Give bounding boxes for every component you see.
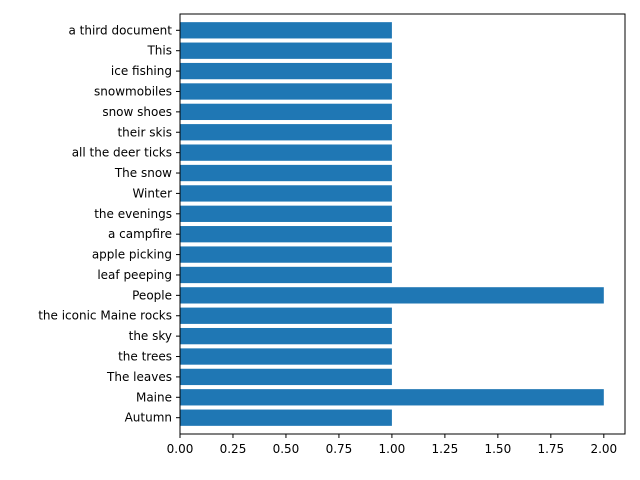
y-tick-label: The snow bbox=[114, 166, 172, 180]
bar bbox=[180, 144, 392, 161]
bar bbox=[180, 287, 604, 304]
bar bbox=[180, 22, 392, 39]
bars-group bbox=[180, 22, 604, 426]
y-tick-label: apple picking bbox=[92, 248, 172, 262]
bar bbox=[180, 124, 392, 141]
y-tick-label: a campfire bbox=[108, 227, 172, 241]
x-tick-label: 2.00 bbox=[590, 442, 617, 456]
x-tick-label: 1.00 bbox=[379, 442, 406, 456]
bar bbox=[180, 307, 392, 324]
y-axis-ticks: Autumn Maine The leaves the trees the sky the… bbox=[38, 23, 180, 425]
bar bbox=[180, 226, 392, 243]
y-tick-label: This bbox=[146, 44, 172, 58]
y-tick-label: a third document bbox=[68, 23, 172, 37]
y-tick-label: snowmobiles bbox=[94, 84, 172, 98]
y-tick-label: Maine bbox=[136, 390, 172, 404]
y-tick-label: People bbox=[132, 288, 172, 302]
y-tick-label: the sky bbox=[129, 329, 172, 343]
bar bbox=[180, 409, 392, 426]
y-tick-label: the trees bbox=[118, 350, 172, 364]
y-tick-label: Autumn bbox=[125, 411, 172, 425]
bar bbox=[180, 266, 392, 284]
x-tick-label: 0.25 bbox=[220, 442, 247, 456]
y-tick-label: the evenings bbox=[94, 207, 172, 221]
bar bbox=[180, 62, 392, 80]
bar bbox=[180, 348, 392, 365]
bar bbox=[180, 389, 604, 406]
y-tick-label: their skis bbox=[117, 125, 172, 139]
x-tick-label: 0.50 bbox=[273, 442, 300, 456]
y-tick-label: The leaves bbox=[106, 370, 172, 384]
y-tick-label: ice fishing bbox=[111, 64, 172, 78]
bar bbox=[180, 185, 392, 202]
bar bbox=[180, 327, 392, 345]
y-tick-label: snow shoes bbox=[102, 105, 172, 119]
bar bbox=[180, 83, 392, 100]
bar bbox=[180, 164, 392, 182]
x-tick-label: 0.75 bbox=[326, 442, 353, 456]
bar bbox=[180, 205, 392, 222]
x-tick-label: 1.25 bbox=[432, 442, 459, 456]
plot-frame bbox=[179, 13, 626, 435]
bar bbox=[180, 42, 392, 59]
bar bbox=[180, 103, 392, 121]
y-tick-label: leaf peeping bbox=[97, 268, 172, 282]
bar bbox=[180, 246, 392, 263]
x-axis-ticks: 0.00 0.25 0.50 0.75 1.00 1.25 1.50 1.75 2.00 bbox=[167, 434, 617, 456]
y-tick-label: the iconic Maine rocks bbox=[38, 309, 172, 323]
x-tick-label: 1.50 bbox=[484, 442, 511, 456]
y-tick-label: all the deer ticks bbox=[72, 146, 172, 160]
x-tick-label: 1.75 bbox=[537, 442, 564, 456]
y-tick-label: Winter bbox=[132, 186, 172, 200]
x-tick-label: 0.00 bbox=[167, 442, 194, 456]
bar bbox=[180, 368, 392, 386]
